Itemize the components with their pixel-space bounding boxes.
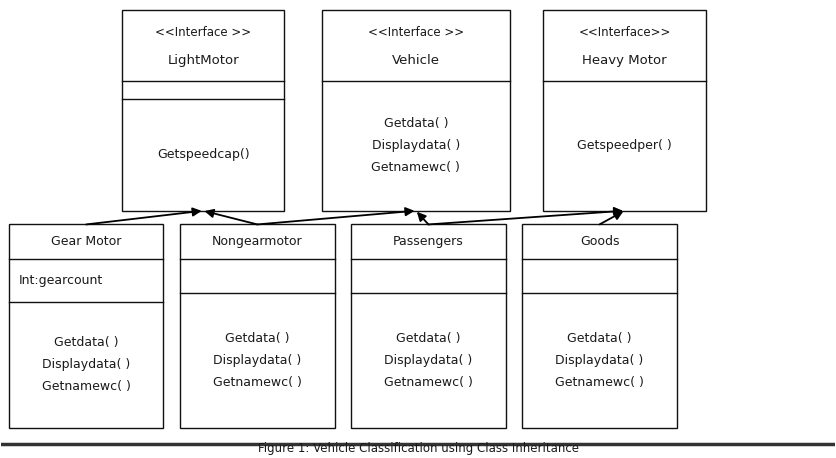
Text: Getdata( ): Getdata( )	[384, 117, 448, 130]
Text: LightMotor: LightMotor	[167, 55, 239, 67]
Text: Getdata( ): Getdata( )	[396, 332, 461, 345]
Bar	[322, 10, 510, 211]
Text: Getdata( ): Getdata( )	[225, 332, 289, 345]
Bar	[522, 224, 676, 428]
Text: Displaydata( ): Displaydata( )	[372, 139, 460, 152]
Text: Displaydata( ): Displaydata( )	[555, 354, 644, 367]
Bar	[122, 10, 284, 211]
Text: Getdata( ): Getdata( )	[54, 337, 119, 349]
Text: Gear Motor: Gear Motor	[51, 235, 121, 248]
Text: Getnamewc( ): Getnamewc( )	[384, 376, 473, 389]
Text: Getnamewc( ): Getnamewc( )	[555, 376, 644, 389]
Text: <<Interface >>: <<Interface >>	[155, 26, 251, 39]
Bar	[351, 224, 506, 428]
Text: Getspeedcap(): Getspeedcap()	[157, 148, 249, 161]
Text: Int:gearcount: Int:gearcount	[19, 274, 104, 287]
Text: Figure 1: Vehicle Classification using Class Inheritance: Figure 1: Vehicle Classification using C…	[257, 442, 579, 455]
Text: Getnamewc( ): Getnamewc( )	[213, 376, 302, 389]
Text: Getdata( ): Getdata( )	[568, 332, 632, 345]
Text: <<Interface>>: <<Interface>>	[579, 26, 670, 39]
Text: Passengers: Passengers	[393, 235, 464, 248]
Text: Vehicle: Vehicle	[392, 55, 440, 67]
Bar	[543, 10, 706, 211]
Text: Displaydata( ): Displaydata( )	[42, 358, 130, 371]
Text: Displaydata( ): Displaydata( )	[385, 354, 472, 367]
Bar	[9, 224, 164, 428]
Text: Heavy Motor: Heavy Motor	[582, 55, 667, 67]
Text: Goods: Goods	[580, 235, 619, 248]
Text: Displaydata( ): Displaydata( )	[213, 354, 302, 367]
Text: Getnamewc( ): Getnamewc( )	[371, 161, 461, 174]
Text: Nongearmotor: Nongearmotor	[212, 235, 303, 248]
Text: Getnamewc( ): Getnamewc( )	[42, 380, 130, 393]
Bar	[180, 224, 334, 428]
Text: <<Interface >>: <<Interface >>	[368, 26, 464, 39]
Text: Getspeedper( ): Getspeedper( )	[577, 139, 672, 152]
